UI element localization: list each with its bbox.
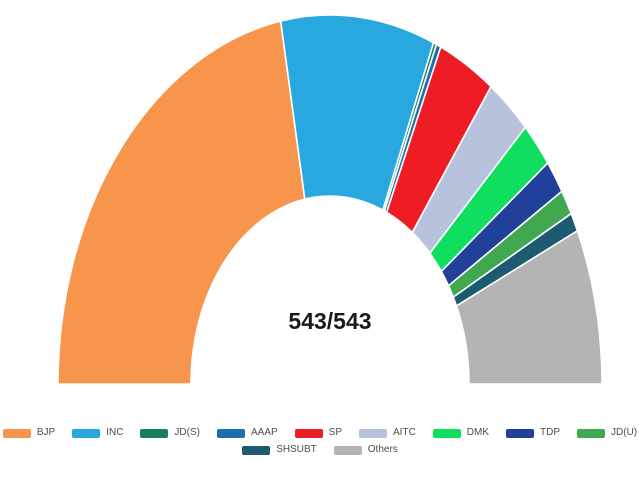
chart-legend: BJP INC JD(S) AAAP SP AITC DMK TDP JD(U) SHSUBT Ot… <box>0 428 640 455</box>
legend-label: AAAP <box>250 427 278 438</box>
legend-label: DMK <box>466 427 490 438</box>
legend-swatch-icon <box>432 428 461 438</box>
legend-swatch-icon <box>333 445 362 455</box>
legend-swatch-icon <box>506 428 535 438</box>
legend-row-1: BJP INC JD(S) AAAP SP AITC DMK TDP JD(U) <box>2 427 637 438</box>
legend-label: BJP <box>36 427 56 438</box>
legend-item-others[interactable]: Others <box>333 444 398 455</box>
legend-label: Others <box>367 444 398 455</box>
legend-swatch-icon <box>72 428 101 438</box>
legend-swatch-icon <box>140 428 169 438</box>
legend-label: SP <box>328 427 343 438</box>
legend-item-tdp[interactable]: TDP <box>506 428 560 438</box>
segment-bjp[interactable] <box>57 20 306 385</box>
legend-item-bjp[interactable]: BJP <box>2 427 56 438</box>
legend-swatch-icon <box>359 428 388 438</box>
legend-label: TDP <box>540 427 561 438</box>
legend-item-shsubt[interactable]: SHSUBT <box>242 445 317 455</box>
legend-swatch-icon <box>242 445 271 455</box>
total-seats-label: 543/543 <box>288 308 372 334</box>
legend-item-jdu[interactable]: JD(U) <box>577 428 637 438</box>
legend-swatch-icon <box>216 428 245 438</box>
legend-item-aitc[interactable]: AITC <box>359 428 416 438</box>
segment-others[interactable] <box>455 229 603 385</box>
legend-item-dmk[interactable]: DMK <box>432 427 490 438</box>
chart-segments <box>57 14 603 385</box>
legend-row-2: SHSUBT Others <box>242 445 398 455</box>
legend-swatch-icon <box>2 428 31 438</box>
legend-swatch-icon <box>294 428 323 438</box>
legend-label: INC <box>106 427 124 438</box>
legend-item-jds[interactable]: JD(S) <box>140 428 200 438</box>
legend-label: JD(S) <box>174 427 200 438</box>
legend-item-aaap[interactable]: AAAP <box>216 427 278 438</box>
legend-label: SHSUBT <box>276 444 317 455</box>
legend-swatch-icon <box>577 428 606 438</box>
legend-item-inc[interactable]: INC <box>72 428 123 438</box>
legend-label: JD(U) <box>611 427 638 438</box>
legend-item-sp[interactable]: SP <box>294 427 343 438</box>
legend-label: AITC <box>393 427 416 438</box>
